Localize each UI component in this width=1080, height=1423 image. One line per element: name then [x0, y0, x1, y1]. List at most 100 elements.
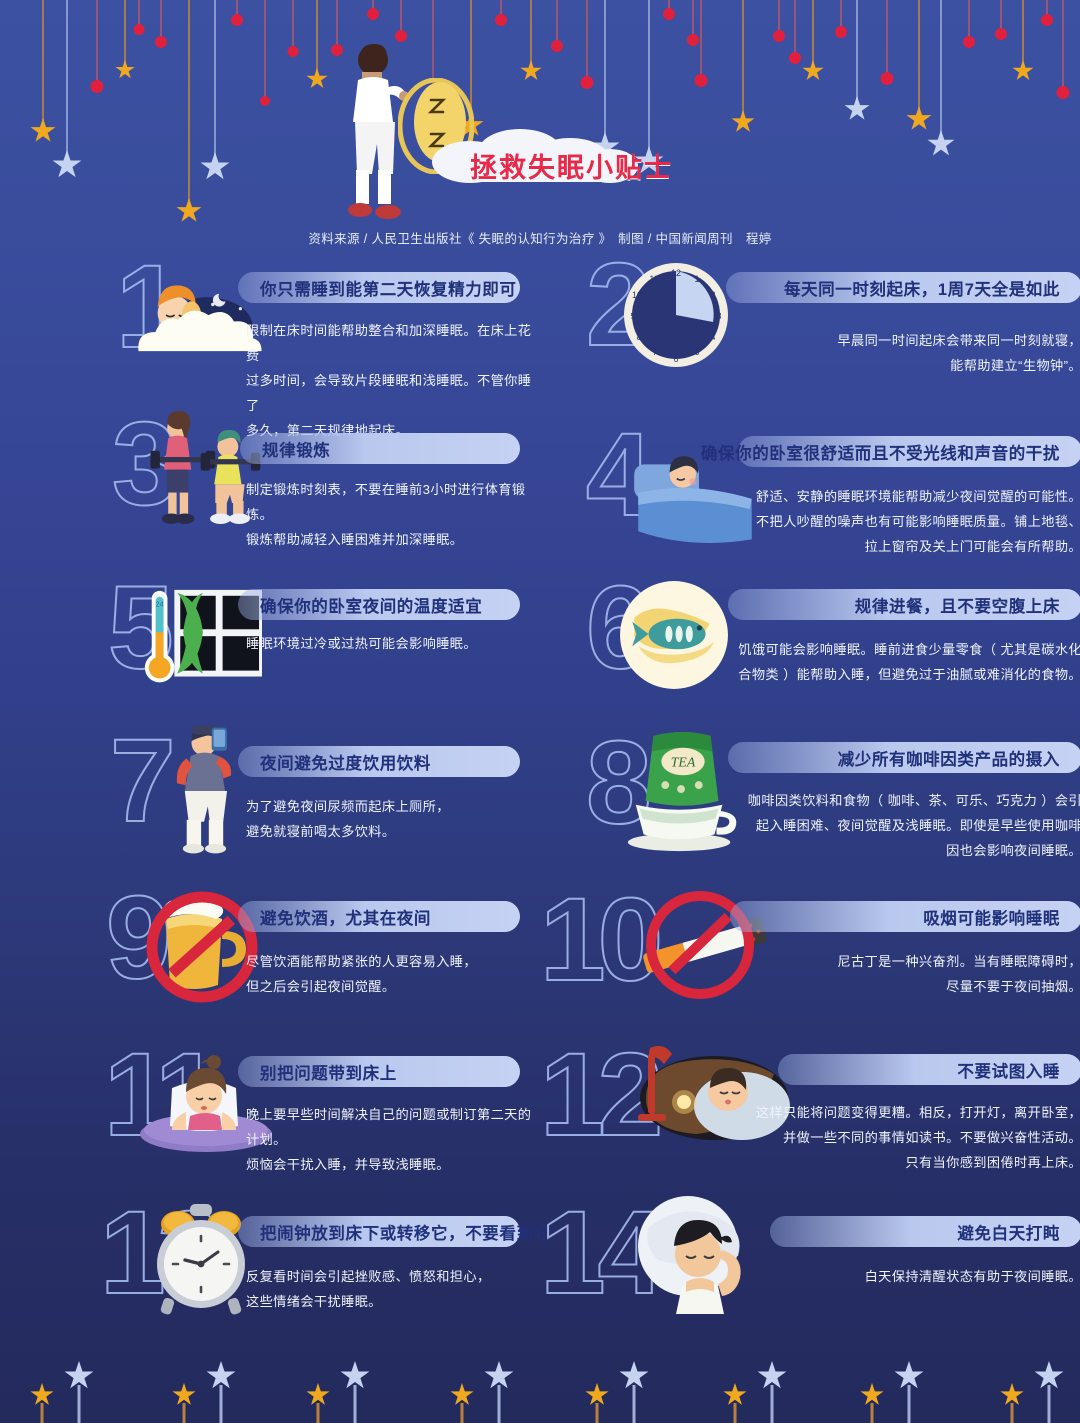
- tip-title-bar: 你只需睡到能第二天恢复精力即可: [238, 272, 520, 303]
- tip-body-line: 合物类 ）能帮助入睡，但避免过于油腻或难消化的食物。: [738, 667, 1080, 682]
- tip-title-bar: 每天同一时刻起床，1周7天全是如此: [726, 272, 1080, 303]
- two-women-lifting-weights-icon: [140, 411, 276, 527]
- tip-title-bar: 规律锻炼: [240, 433, 520, 464]
- person-in-bed-icon: [620, 434, 772, 546]
- tip-body-line: 制定锻炼时刻表，不要在睡前3小时进行体育锻炼。: [246, 482, 526, 522]
- tip-body-line: 过多时间，会导致片段睡眠和浅睡眠。不管你睡了: [246, 373, 532, 413]
- tip-body: 尽管饮酒能帮助紧张的人更容易入睡， 但之后会引起夜间觉醒。: [246, 949, 536, 999]
- svg-text:8: 8: [636, 332, 641, 342]
- tip-title: 确保你的卧室很舒适而且不受光线和声音的干扰: [700, 444, 1060, 463]
- man-with-pillow-icon: [626, 1194, 766, 1314]
- tip-body-line: 尽管饮酒能帮助紧张的人更容易入睡，: [246, 954, 477, 969]
- tip-title: 吸烟可能影响睡眠: [923, 909, 1060, 928]
- tip-card: 10 吸烟可能影响睡眠 尼古丁是一种兴奋剂。当有睡眠障碍时， 尽量不要于夜间抽烟。: [539, 875, 1080, 1025]
- tip-body-line: 尽量不要于夜间抽烟。: [946, 979, 1080, 994]
- person-pushing-moon-icon: [348, 44, 408, 219]
- tip-title: 夜间避免过度饮用饮料: [260, 754, 431, 773]
- tip-title-bar: 夜间避免过度饮用饮料: [238, 746, 520, 777]
- tip-card: 9 避免饮酒，尤其在夜间 尽管饮酒能帮助紧张的人更容易入睡， 但之后会引起夜间觉醒…: [60, 875, 530, 1025]
- tip-body-line: 白天保持清醒状态有助于夜间睡眠。: [864, 1269, 1080, 1284]
- no-smoking-icon: [624, 885, 784, 1005]
- child-sleeping-on-cloud-icon: [130, 262, 268, 374]
- svg-text:6: 6: [673, 354, 678, 364]
- person-drinking-icon: [156, 720, 252, 856]
- tip-body-line: 锻炼帮助减轻入睡困难并加深睡眠。: [246, 532, 464, 547]
- tip-card: 14 避免白天打盹 白天保持清醒状态有助于夜间睡眠。: [539, 1190, 1080, 1340]
- tip-card: 12 不要试图入睡 这样只能将问题变得更糟。相反，打开灯，离开卧室， 并做一些不同…: [539, 1030, 1080, 1180]
- tip-body-line: 拉上窗帘及关上门可能会有所帮助。: [864, 539, 1080, 554]
- svg-text:1: 1: [694, 274, 699, 284]
- tip-card: 6 规律进餐，且不要空腹上床 饥饿可能会影响睡眠。睡前进食少量零食（ 尤其是碳水…: [585, 565, 1080, 715]
- fish-plate-icon: [618, 579, 730, 691]
- tip-title: 别把问题带到床上: [260, 1064, 397, 1083]
- tip-body-line: 舒适、安静的睡眠环境能帮助减少夜间觉醒的可能性。: [755, 489, 1080, 504]
- tip-title: 把闹钟放到床下或转移它，不要看到它: [260, 1224, 551, 1243]
- tip-body: 饥饿可能会影响睡眠。睡前进食少量零食（ 尤其是碳水化 合物类 ）能帮助入睡，但避免…: [732, 637, 1080, 687]
- tip-card: 7 夜间避免过度饮用饮料 为了避免夜间尿频而起床上厕所， 避免就寝前喝太多饮料。: [60, 720, 530, 870]
- tip-body-line: 能帮助建立“生物钟”。: [950, 358, 1080, 373]
- tip-body-line: 但之后会引起夜间觉醒。: [246, 979, 396, 994]
- tip-body: 为了避免夜间尿频而起床上厕所， 避免就寝前喝太多饮料。: [246, 794, 536, 844]
- svg-text:9: 9: [630, 311, 635, 321]
- tip-title-bar: 把闹钟放到床下或转移它，不要看到它: [238, 1216, 550, 1247]
- svg-text:4: 4: [710, 332, 715, 342]
- tip-card: 5 24 确保你的卧室夜间的温度适宜 睡眠环境过冷或过热可能会影响睡眠。: [60, 565, 530, 715]
- svg-text:7: 7: [652, 347, 657, 357]
- tip-card: 11 别把问题带到床上 晚上要早些时间解决自己的问题或制订第二天的计划。 烦恼会干…: [60, 1030, 531, 1180]
- tip-body: 早晨同一时间起床会带来同一时刻就寝， 能帮助建立“生物钟”。: [766, 328, 1080, 378]
- moon-icon: [398, 78, 474, 174]
- tip-body-line: 咖啡因类饮料和食物（ 咖啡、茶、可乐、巧克力 ）会引: [747, 793, 1080, 808]
- tip-body-line: 饥饿可能会影响睡眠。睡前进食少量零食（ 尤其是碳水化: [738, 642, 1080, 657]
- tip-body-line: 起入睡困难、夜间觉醒及浅睡眠。即使是早些使用咖啡: [755, 818, 1080, 833]
- tip-title: 不要试图入睡: [957, 1062, 1060, 1081]
- tip-title-bar: 避免白天打盹: [770, 1216, 1080, 1247]
- tip-body: 限制在床时间能帮助整合和加深睡眠。在床上花费 过多时间，会导致片段睡眠和浅睡眠。不…: [246, 318, 536, 443]
- svg-text:2: 2: [710, 290, 715, 300]
- tip-body: 白天保持清醒状态有助于夜间睡眠。: [732, 1264, 1080, 1289]
- tip-body: 这样只能将问题变得更糟。相反，打开灯，离开卧室， 并做一些不同的事情如读书。不要做…: [732, 1100, 1080, 1175]
- tip-title: 减少所有咖啡因类产品的摄入: [837, 750, 1060, 769]
- tip-body-line: 避免就寝前喝太多饮料。: [246, 824, 396, 839]
- tip-title-bar: 吸烟可能影响睡眠: [730, 901, 1080, 932]
- tip-card: 13 把闹钟放到床下或转移它，不要看到它 反复看时间会引起挫败感、愤怒和担心，这…: [60, 1190, 550, 1340]
- tip-title-bar: 规律进餐，且不要空腹上床: [728, 589, 1080, 620]
- tip-body: 舒适、安静的睡眠环境能帮助减少夜间觉醒的可能性。 不把人吵醒的噪声也有可能影响睡眠…: [732, 484, 1080, 559]
- tip-title-bar: 避免饮酒，尤其在夜间: [238, 901, 520, 932]
- tip-body: 尼古丁是一种兴奋剂。当有睡眠障碍时， 尽量不要于夜间抽烟。: [732, 949, 1080, 999]
- svg-text:3: 3: [716, 311, 721, 321]
- tip-body: 制定锻炼时刻表，不要在睡前3小时进行体育锻炼。锻炼帮助减轻入睡困难并加深睡眠。: [246, 477, 536, 552]
- tip-body-line: 这些情绪会干扰睡眠。: [246, 1294, 382, 1309]
- person-with-lamp-icon: [622, 1040, 802, 1150]
- tip-card: 4 确保你的卧室很舒适而且不受光线和声音的干扰 舒适、安静的睡眠环境能帮助减少夜…: [585, 412, 1080, 562]
- tip-title: 规律进餐，且不要空腹上床: [854, 597, 1060, 616]
- tip-body-line: 尼古丁是一种兴奋剂。当有睡眠障碍时，: [837, 954, 1080, 969]
- no-alcohol-icon: [142, 887, 262, 1007]
- tip-body-line: 并做一些不同的事情如读书。不要做兴奋性活动。: [783, 1130, 1080, 1145]
- tip-title-bar: 确保你的卧室夜间的温度适宜: [238, 589, 520, 620]
- tip-title: 确保你的卧室夜间的温度适宜: [260, 597, 483, 616]
- tip-card: 3 规律锻炼: [60, 404, 530, 555]
- source-credit: 资料来源 / 人民卫生出版社《 失眠的认知行为治疗 》 制图 / 中国新闻周刊 …: [308, 232, 772, 246]
- tip-body: 睡眠环境过冷或过热可能会影响睡眠。: [246, 631, 536, 656]
- tip-body-line: 这样只能将问题变得更糟。相反，打开灯，离开卧室，: [755, 1105, 1080, 1120]
- svg-text:24: 24: [156, 602, 164, 609]
- svg-text:11: 11: [649, 274, 658, 284]
- tea-cup-icon: TEA: [620, 728, 748, 856]
- tip-body: 咖啡因类饮料和食物（ 咖啡、茶、可乐、巧克力 ）会引起入睡困难、夜间觉醒及浅睡眠…: [732, 788, 1080, 863]
- tip-body-line: 反复看时间会引起挫败感、愤怒和担心，: [246, 1269, 491, 1284]
- tip-body-line: 只有当你感到困倦时再上床。: [905, 1155, 1080, 1170]
- svg-text:5: 5: [694, 347, 699, 357]
- tip-title: 每天同一时刻起床，1周7天全是如此: [783, 280, 1060, 299]
- tip-body-line: 限制在床时间能帮助整合和加深睡眠。在床上花费: [246, 323, 532, 363]
- tip-title-bar: 别把问题带到床上: [238, 1056, 520, 1087]
- tip-body-line: 早晨同一时间起床会带来同一时刻就寝，: [837, 333, 1080, 348]
- tip-title: 规律锻炼: [262, 441, 331, 460]
- tip-title-bar: 确保你的卧室很舒适而且不受光线和声音的干扰: [701, 436, 1080, 467]
- tip-title: 避免饮酒，尤其在夜间: [260, 909, 431, 928]
- poster-header: 拯救失眠小贴士 资料来源 / 人民卫生出版社《 失眠的认知行为治疗 》 制图 /…: [0, 0, 1080, 250]
- tip-card: 8 TEA 减少所有咖啡因类产品的摄入 咖啡因类饮料和食物（ 咖啡、茶、可乐、巧…: [585, 720, 1080, 870]
- svg-text:TEA: TEA: [671, 754, 696, 769]
- tip-body-line: 为了避免夜间尿频而起床上厕所，: [246, 799, 450, 814]
- woman-lying-awake-icon: [136, 1042, 276, 1152]
